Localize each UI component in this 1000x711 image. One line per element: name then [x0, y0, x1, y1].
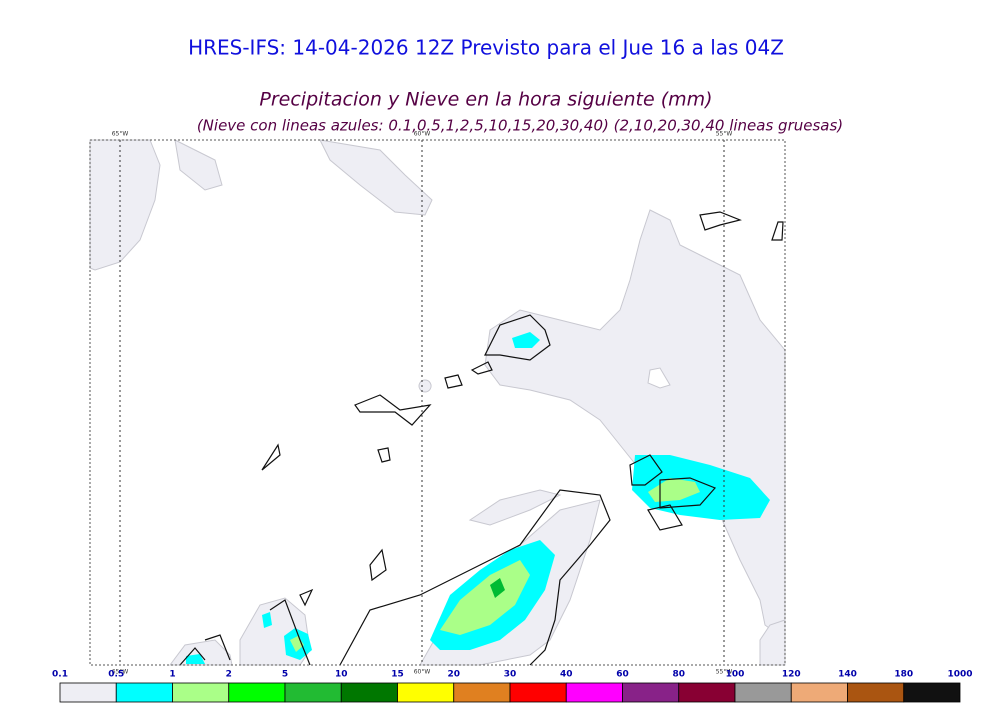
- colorbar-swatch: [790, 682, 848, 703]
- lon-label: 65°W: [112, 669, 129, 676]
- colorbar-label: 5: [282, 670, 288, 680]
- colorbar-swatch: [622, 682, 680, 703]
- colorbar-label: 0.5: [108, 670, 124, 680]
- map-frame: [89, 139, 786, 666]
- colorbar: 0.1 0.5 1 2 5 10 15 20 30 40 60 80 100 120 140 180 1000: [52, 670, 973, 703]
- precip-heavy: [490, 578, 505, 598]
- colorbar-swatch: [397, 682, 455, 703]
- title: HRES-IFS: 14-04-2026 12Z Previsto para e…: [188, 36, 784, 60]
- colorbar-swatch: [509, 682, 567, 703]
- colorbar-label: 120: [782, 670, 801, 680]
- colorbar-swatch: [172, 682, 230, 703]
- colorbar-label: 180: [894, 670, 913, 680]
- colorbar-label: 2: [226, 670, 232, 680]
- colorbar-swatch: [340, 682, 398, 703]
- lon-label: 55°W: [716, 131, 733, 138]
- subtitle: Precipitacion y Nieve en la hora siguien…: [259, 89, 712, 111]
- colorbar-swatch: [284, 682, 342, 703]
- colorbar-label: 140: [838, 670, 857, 680]
- colorbar-label: 40: [560, 670, 573, 680]
- lon-label: 60°W: [414, 131, 431, 138]
- colorbar-swatch: [565, 682, 623, 703]
- note: (Nieve con lineas azules: 0.1,0.5,1,2,5,…: [197, 117, 843, 135]
- colorbar-label: 60: [616, 670, 629, 680]
- colorbar-swatch: [59, 682, 117, 703]
- precip-hole: [647, 367, 671, 389]
- colorbar-swatch: [115, 682, 173, 703]
- colorbar-label: 30: [504, 670, 517, 680]
- colorbar-label: 1: [169, 670, 175, 680]
- lon-label: 55°W: [716, 669, 733, 676]
- colorbar-swatch: [228, 682, 286, 703]
- colorbar-swatch: [453, 682, 511, 703]
- colorbar-label: 100: [726, 670, 745, 680]
- colorbar-label: 80: [672, 670, 685, 680]
- colorbar-swatch: [847, 682, 905, 703]
- colorbar-label: 20: [447, 670, 460, 680]
- colorbar-label: 0.1: [52, 670, 68, 680]
- lon-label: 60°W: [414, 669, 431, 676]
- map: 65°W 60°W 55°W 65°W 60°W 55°W: [89, 131, 786, 676]
- colorbar-swatch: [734, 682, 792, 703]
- colorbar-label: 1000: [947, 670, 972, 680]
- colorbar-swatch: [903, 682, 961, 703]
- lon-label: 65°W: [112, 131, 129, 138]
- colorbar-label: 15: [391, 670, 404, 680]
- colorbar-swatch: [678, 682, 736, 703]
- colorbar-label: 10: [335, 670, 348, 680]
- coastlines: [179, 211, 784, 666]
